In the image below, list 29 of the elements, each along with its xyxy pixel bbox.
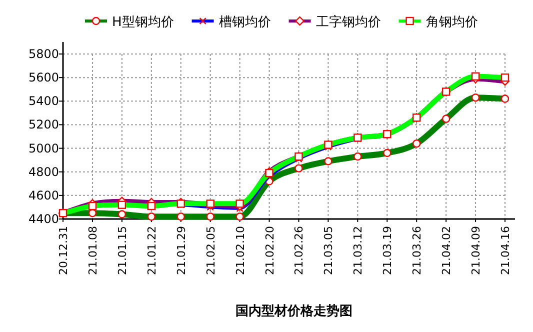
y-tick-label: 5200 — [28, 118, 59, 132]
x-tick-label: 21.01.22 — [145, 226, 158, 275]
y-tick-label: 5000 — [28, 141, 59, 156]
legend-label: H型钢均价 — [112, 15, 174, 30]
x-tick-label: 21.03.19 — [381, 226, 394, 275]
y-tick-label: 5600 — [28, 70, 59, 85]
x-tick-label: 21.03.12 — [352, 226, 365, 275]
x-tick-label: 21.04.02 — [440, 226, 454, 275]
x-tick-label: 21.01.15 — [116, 226, 129, 275]
x-tick-label: 20.12.31 — [57, 226, 70, 275]
x-tick-label: 21.02.10 — [234, 226, 247, 275]
y-tick-label: 4800 — [28, 164, 59, 179]
legend-label: 槽钢均价 — [218, 15, 271, 30]
x-tick-label: 21.03.05 — [322, 226, 336, 275]
y-tick-label: 5800 — [28, 47, 59, 61]
x-tick-label: 21.01.29 — [174, 226, 188, 275]
x-tick-label: 21.01.08 — [86, 226, 100, 275]
x-tick-label: 21.02.05 — [204, 226, 218, 275]
y-tick-label: 5400 — [28, 94, 59, 108]
x-tick-label: 21.04.16 — [499, 226, 512, 275]
x-tick-label: 21.02.20 — [263, 226, 276, 275]
legend-label: 工字钢均价 — [316, 14, 381, 30]
text: 国内型材价格走势图 — [236, 303, 352, 319]
x-tick-label: 21.03.26 — [410, 226, 424, 275]
y-tick-label: 4400 — [28, 212, 59, 226]
y-tick-label: 4600 — [28, 188, 59, 202]
x-tick-label: 21.02.26 — [292, 226, 306, 275]
legend-label: 角钢均价 — [426, 15, 478, 30]
x-tick-label: 21.04.09 — [470, 226, 483, 275]
